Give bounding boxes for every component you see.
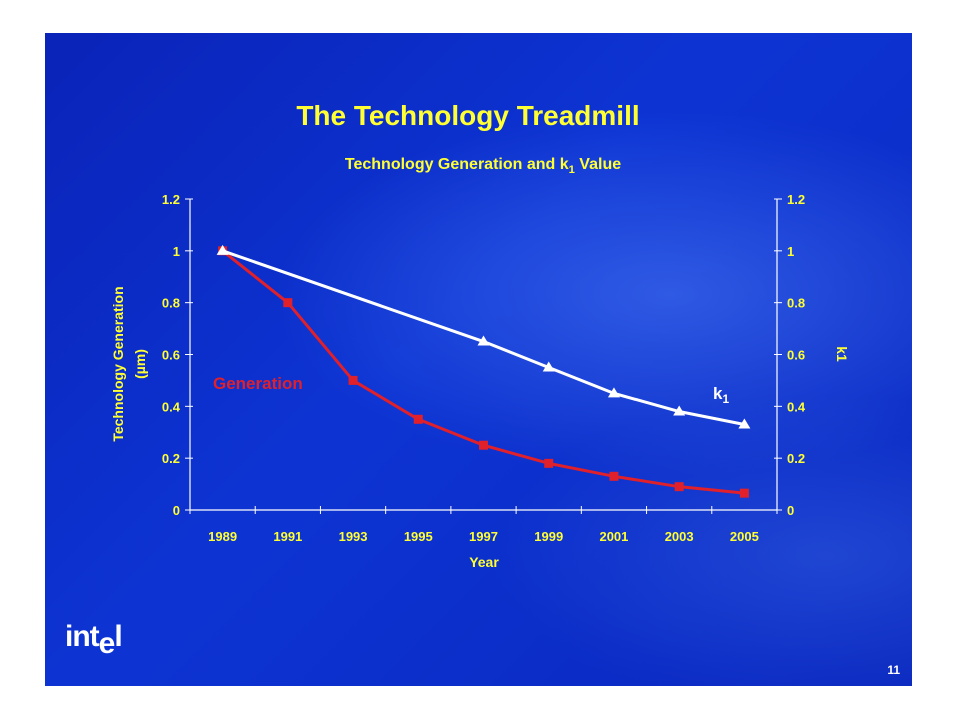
right-y-tick-label: 0.4 <box>787 399 806 414</box>
k1-point <box>216 244 229 255</box>
x-tick-label: 1989 <box>208 529 237 544</box>
right-y-tick-label: 0 <box>787 503 794 518</box>
chart-subtitle: Technology Generation and k1 Value <box>345 156 621 176</box>
slide: The Technology Treadmill Technology Gener… <box>45 33 912 686</box>
left-y-tick-label: 0.4 <box>162 399 181 414</box>
k1-point <box>542 361 555 372</box>
x-tick-label: 2005 <box>730 529 759 544</box>
left-y-axis-unit: (µm) <box>132 349 148 379</box>
left-y-tick-label: 1 <box>173 244 180 259</box>
generation-point <box>544 458 554 468</box>
generation-series-line <box>221 249 745 495</box>
generation-point <box>283 298 293 308</box>
left-y-axis-label: Technology Generation <box>110 286 126 441</box>
left-y-tick-label: 0 <box>173 503 180 518</box>
right-y-tick-label: 0.6 <box>787 348 805 363</box>
x-tick-label: 1999 <box>534 529 563 544</box>
generation-point <box>739 488 749 498</box>
left-y-tick-label: 0.8 <box>162 296 180 311</box>
left-y-tick-label: 0.6 <box>162 348 180 363</box>
generation-point <box>413 414 423 424</box>
k1-series-label: k1 <box>713 384 729 406</box>
generation-point <box>479 440 488 450</box>
right-y-tick-label: 0.8 <box>787 296 805 311</box>
generation-point <box>609 471 619 481</box>
x-tick-label: 1995 <box>404 529 433 544</box>
x-tick-label: 1991 <box>273 529 302 544</box>
x-tick-label: 1993 <box>339 529 368 544</box>
left-y-tick-label: 1.2 <box>162 192 180 207</box>
k1-point <box>607 387 620 398</box>
k1-series-line <box>222 249 745 426</box>
x-tick-label: 2003 <box>665 529 694 544</box>
technology-chart: The Technology Treadmill Technology Gener… <box>110 100 850 570</box>
generation-series-label: Generation <box>213 374 303 393</box>
k1-point <box>477 335 490 346</box>
right-y-tick-label: 1 <box>787 244 794 259</box>
k1-point <box>738 418 751 429</box>
right-y-axis-label: k1 <box>834 346 850 362</box>
x-tick-label: 1997 <box>469 529 498 544</box>
left-y-tick-label: 0.2 <box>162 451 180 466</box>
intel-logo: intel <box>65 620 123 660</box>
slide-number: 11 <box>887 663 900 677</box>
x-axis-label: Year <box>469 554 499 570</box>
k1-point <box>673 405 686 416</box>
x-tick-label: 2001 <box>599 529 628 544</box>
generation-point <box>674 482 684 492</box>
right-y-tick-label: 1.2 <box>787 192 805 207</box>
chart-title: The Technology Treadmill <box>296 100 639 131</box>
generation-point <box>348 375 358 385</box>
right-y-tick-label: 0.2 <box>787 451 805 466</box>
